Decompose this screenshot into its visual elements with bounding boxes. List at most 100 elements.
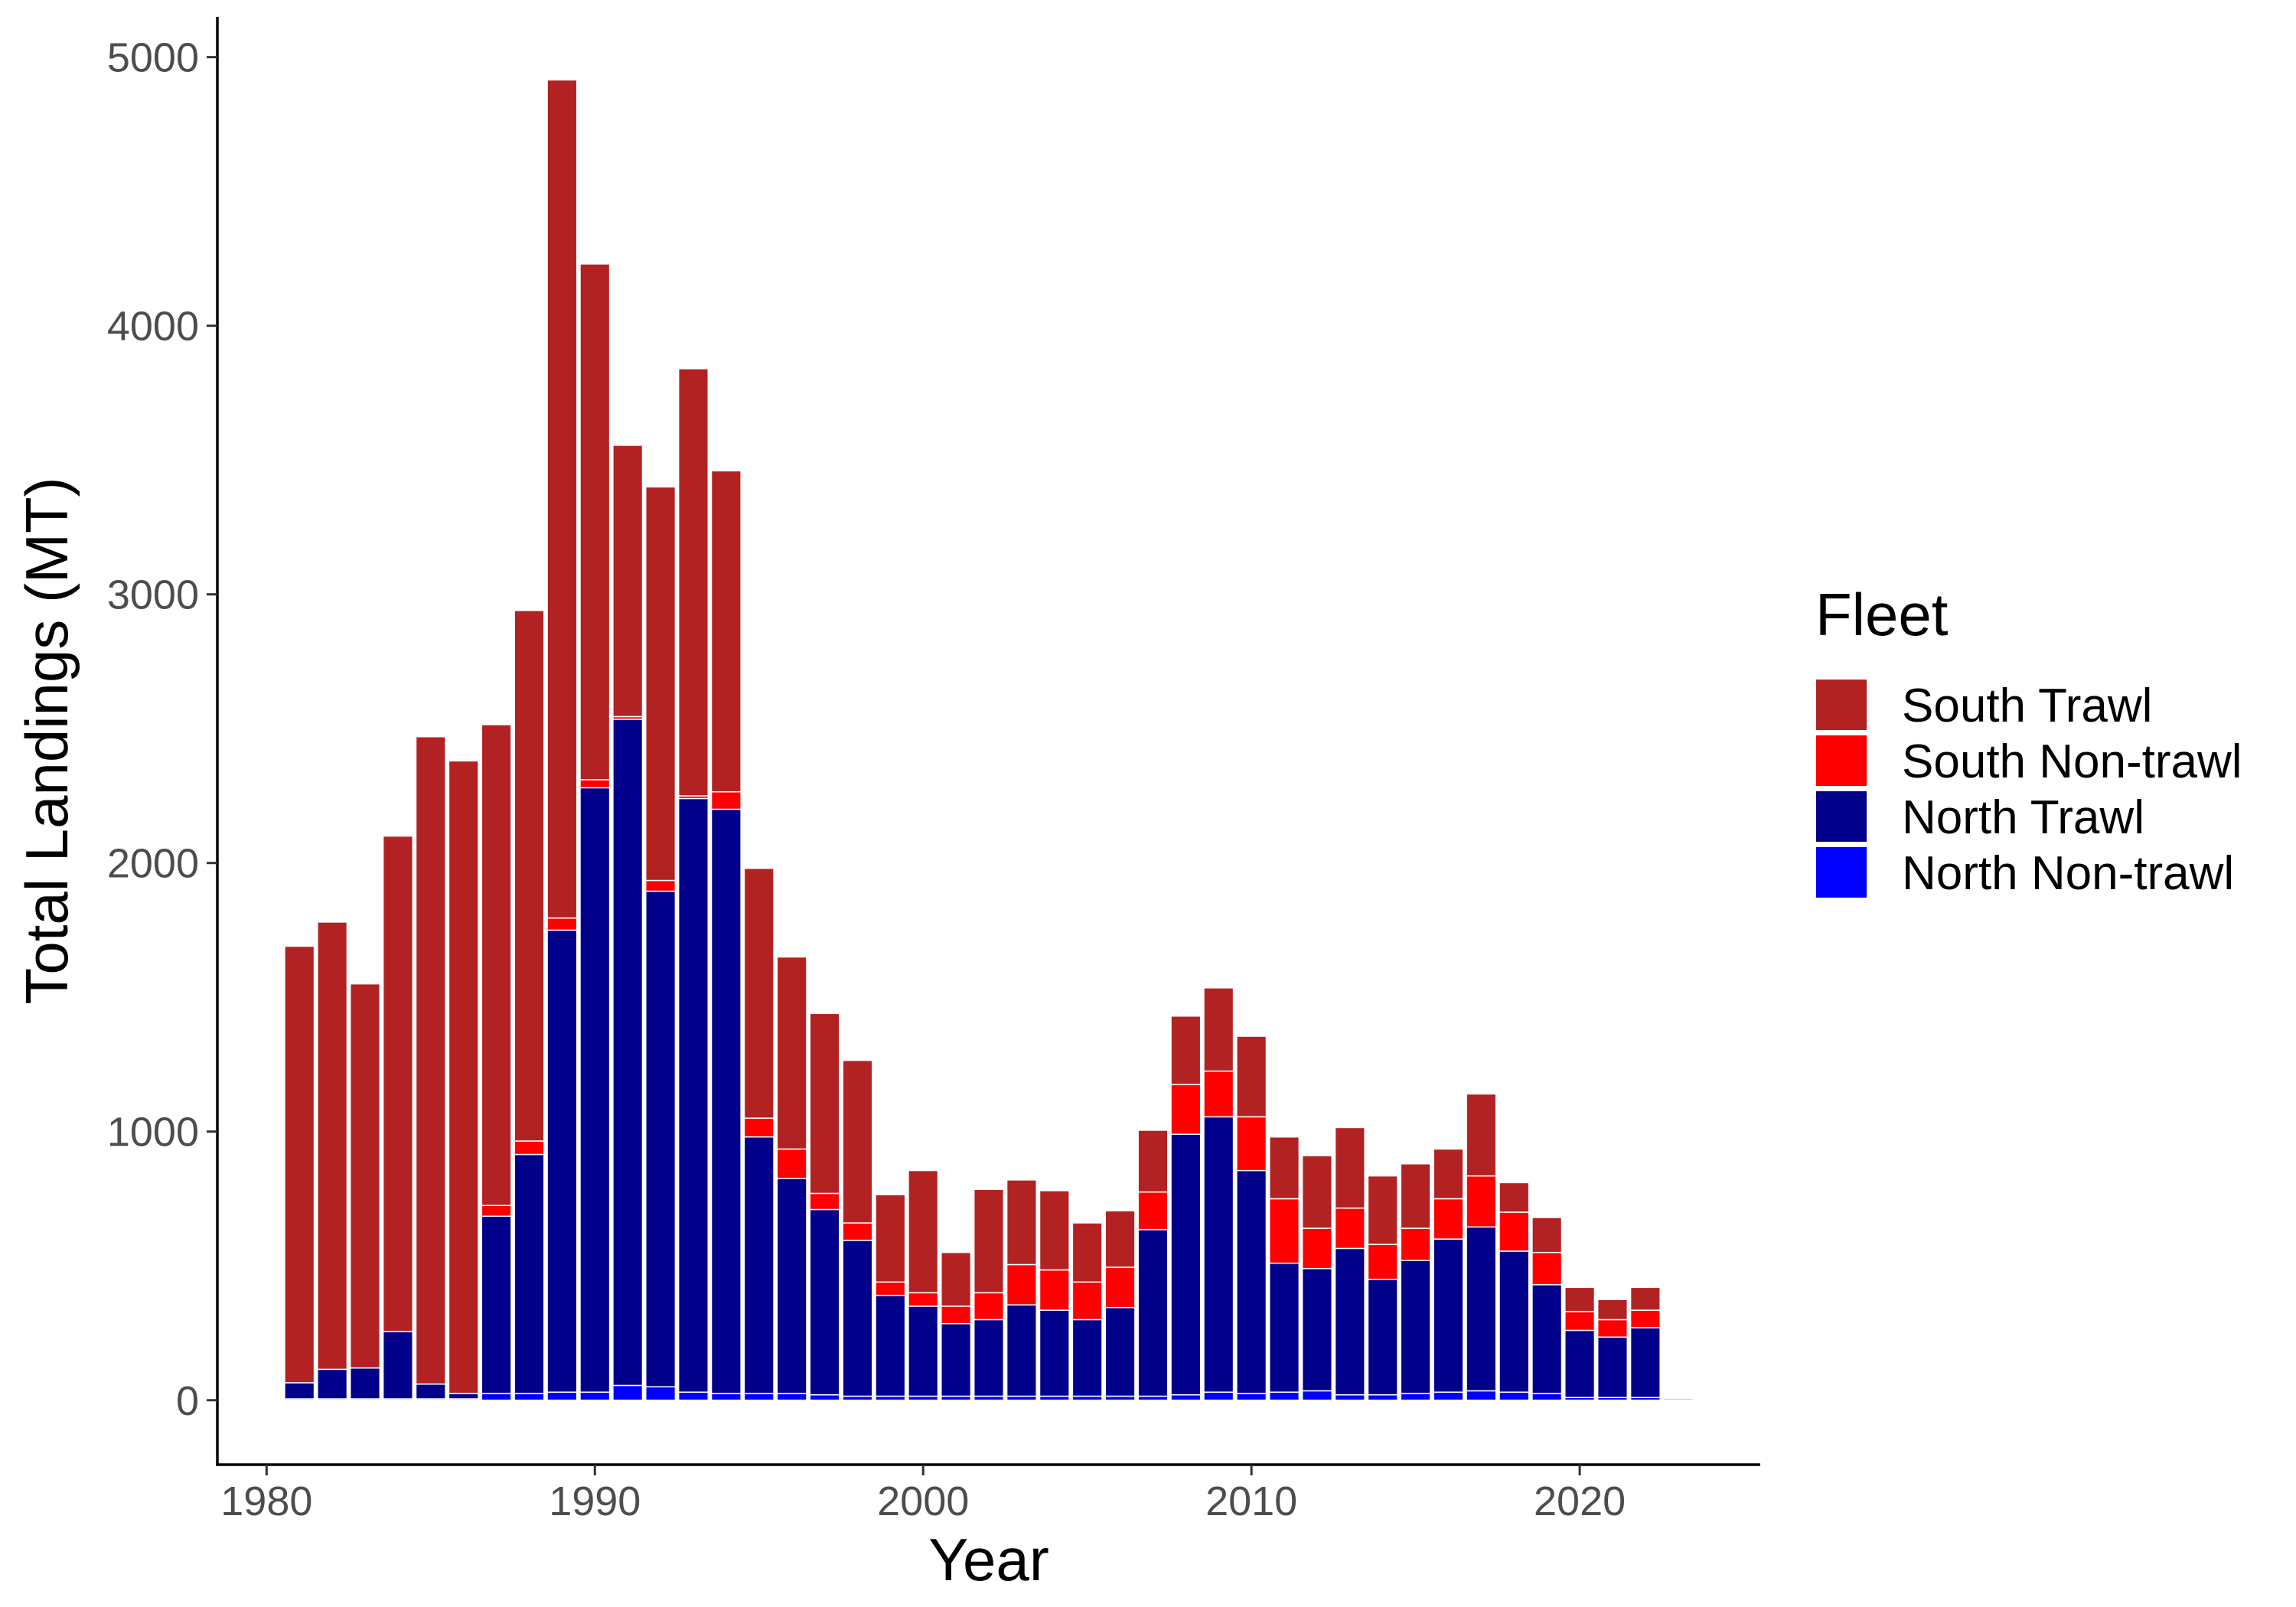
bar-north-trawl-1981 (284, 1382, 315, 1400)
bar-north-non-trawl-1997 (809, 1393, 840, 1401)
bar-north-non-trawl-2015 (1400, 1393, 1431, 1401)
bar-south-trawl-2012 (1301, 1155, 1332, 1229)
bar-south-trawl-2014 (1367, 1175, 1398, 1245)
bar-south-trawl-2019 (1531, 1217, 1563, 1253)
bar-south-trawl-1994 (710, 470, 742, 793)
bar-north-non-trawl-1995 (743, 1393, 775, 1401)
x-tick-label: 1980 (220, 1478, 312, 1524)
bar-south-trawl-2022 (1629, 1286, 1661, 1311)
bar-south-trawl-2008 (1170, 1015, 1202, 1086)
bar-south-trawl-2002 (973, 1188, 1005, 1294)
bar-north-trawl-2014 (1367, 1279, 1398, 1396)
bar-south-trawl-2000 (908, 1169, 939, 1294)
bar-north-non-trawl-1988 (514, 1393, 545, 1401)
bar-south-non-trawl-2008 (1170, 1084, 1202, 1135)
bar-south-non-trawl-1988 (514, 1140, 545, 1156)
bar-south-trawl-1984 (382, 835, 413, 1332)
y-tick-label: 0 (176, 1378, 199, 1424)
y-axis-ticks: 0 1000 2000 3000 4000 5000 (107, 35, 217, 1424)
bar-north-trawl-2018 (1499, 1250, 1530, 1393)
legend-swatch (1815, 846, 1868, 899)
bar-north-non-trawl-1994 (710, 1393, 742, 1401)
bar-north-trawl-2003 (1006, 1304, 1037, 1397)
bar-north-non-trawl-1992 (645, 1386, 677, 1401)
bar-south-trawl-1992 (645, 486, 677, 882)
bar-south-trawl-1991 (612, 445, 644, 718)
legend-title: Fleet (1815, 581, 1949, 648)
bar-south-non-trawl-1998 (842, 1222, 873, 1241)
bar-south-non-trawl-2005 (1071, 1281, 1103, 1321)
bar-north-trawl-2013 (1334, 1247, 1365, 1396)
bar-south-trawl-1989 (546, 79, 578, 919)
bar-north-non-trawl-1993 (677, 1391, 709, 1401)
bar-north-trawl-2001 (941, 1322, 972, 1397)
legend-label: South Trawl (1902, 680, 2152, 732)
bar-south-non-trawl-2003 (1006, 1263, 1037, 1305)
bar-south-non-trawl-1987 (481, 1204, 512, 1217)
bar-south-non-trawl-2020 (1564, 1311, 1596, 1332)
bar-south-non-trawl-2014 (1367, 1244, 1398, 1280)
bar-south-trawl-1981 (284, 945, 315, 1384)
bar-north-trawl-2006 (1104, 1306, 1136, 1397)
bar-south-trawl-1993 (677, 368, 709, 797)
bar-south-trawl-1985 (415, 735, 446, 1385)
bar-south-trawl-1995 (743, 867, 775, 1119)
bar-south-non-trawl-2010 (1236, 1116, 1267, 1172)
bar-north-trawl-2012 (1301, 1268, 1332, 1392)
bar-south-non-trawl-1990 (579, 779, 611, 789)
bar-north-non-trawl-2000 (908, 1395, 939, 1401)
bar-south-trawl-1983 (349, 983, 381, 1369)
bar-south-trawl-2004 (1039, 1190, 1070, 1271)
bar-north-non-trawl-2003 (1006, 1395, 1037, 1401)
bar-south-non-trawl-2002 (973, 1292, 1005, 1321)
y-tick-label: 2000 (107, 841, 199, 887)
bar-south-trawl-1999 (875, 1194, 906, 1283)
bar-south-non-trawl-1999 (875, 1281, 906, 1296)
legend-swatch (1815, 678, 1868, 732)
bar-south-trawl-2005 (1071, 1222, 1103, 1283)
bar-north-trawl-2021 (1596, 1336, 1629, 1398)
bar-south-trawl-1988 (514, 610, 545, 1142)
bar-south-non-trawl-2022 (1629, 1309, 1661, 1328)
legend-swatch (1815, 734, 1868, 787)
bar-north-non-trawl-1996 (776, 1393, 807, 1401)
bar-north-non-trawl-2007 (1137, 1395, 1169, 1401)
bar-south-trawl-2021 (1596, 1299, 1629, 1321)
bar-north-non-trawl-2023 (1662, 1398, 1694, 1401)
bar-south-non-trawl-2011 (1268, 1198, 1300, 1264)
bar-north-non-trawl-2014 (1367, 1393, 1398, 1401)
bar-north-non-trawl-2008 (1170, 1393, 1202, 1401)
bar-north-non-trawl-2005 (1071, 1395, 1103, 1401)
bar-south-trawl-1996 (776, 956, 807, 1150)
bar-north-trawl-2008 (1170, 1133, 1202, 1396)
y-tick-label: 3000 (107, 572, 199, 618)
bar-south-trawl-2016 (1433, 1148, 1464, 1200)
bar-north-non-trawl-2009 (1203, 1391, 1234, 1401)
x-tick-label: 2010 (1205, 1478, 1297, 1524)
bar-south-trawl-1986 (448, 760, 479, 1394)
y-tick-label: 4000 (107, 304, 199, 350)
bar-north-non-trawl-2019 (1531, 1393, 1563, 1401)
legend-swatch (1815, 790, 1868, 843)
bar-south-non-trawl-2004 (1039, 1269, 1070, 1311)
bar-north-non-trawl-2017 (1466, 1390, 1497, 1401)
bar-north-trawl-1998 (842, 1240, 873, 1397)
bar-north-trawl-1992 (645, 890, 677, 1387)
bar-north-non-trawl-1987 (481, 1393, 512, 1401)
bar-north-trawl-1991 (612, 719, 644, 1387)
legend-label: North Non-trawl (1902, 847, 2234, 900)
y-tick-label: 5000 (107, 35, 199, 81)
bar-north-trawl-2007 (1137, 1229, 1169, 1397)
bar-south-non-trawl-2000 (908, 1292, 939, 1307)
bar-north-non-trawl-1990 (579, 1391, 611, 1401)
bar-south-non-trawl-1997 (809, 1192, 840, 1211)
bar-north-trawl-1993 (677, 797, 709, 1393)
bar-north-trawl-1988 (514, 1153, 545, 1394)
bar-south-trawl-2007 (1137, 1129, 1169, 1193)
bar-south-non-trawl-1989 (546, 917, 578, 931)
bar-south-non-trawl-1996 (776, 1148, 807, 1179)
bar-north-trawl-2019 (1531, 1284, 1563, 1394)
bar-north-trawl-1995 (743, 1136, 775, 1394)
